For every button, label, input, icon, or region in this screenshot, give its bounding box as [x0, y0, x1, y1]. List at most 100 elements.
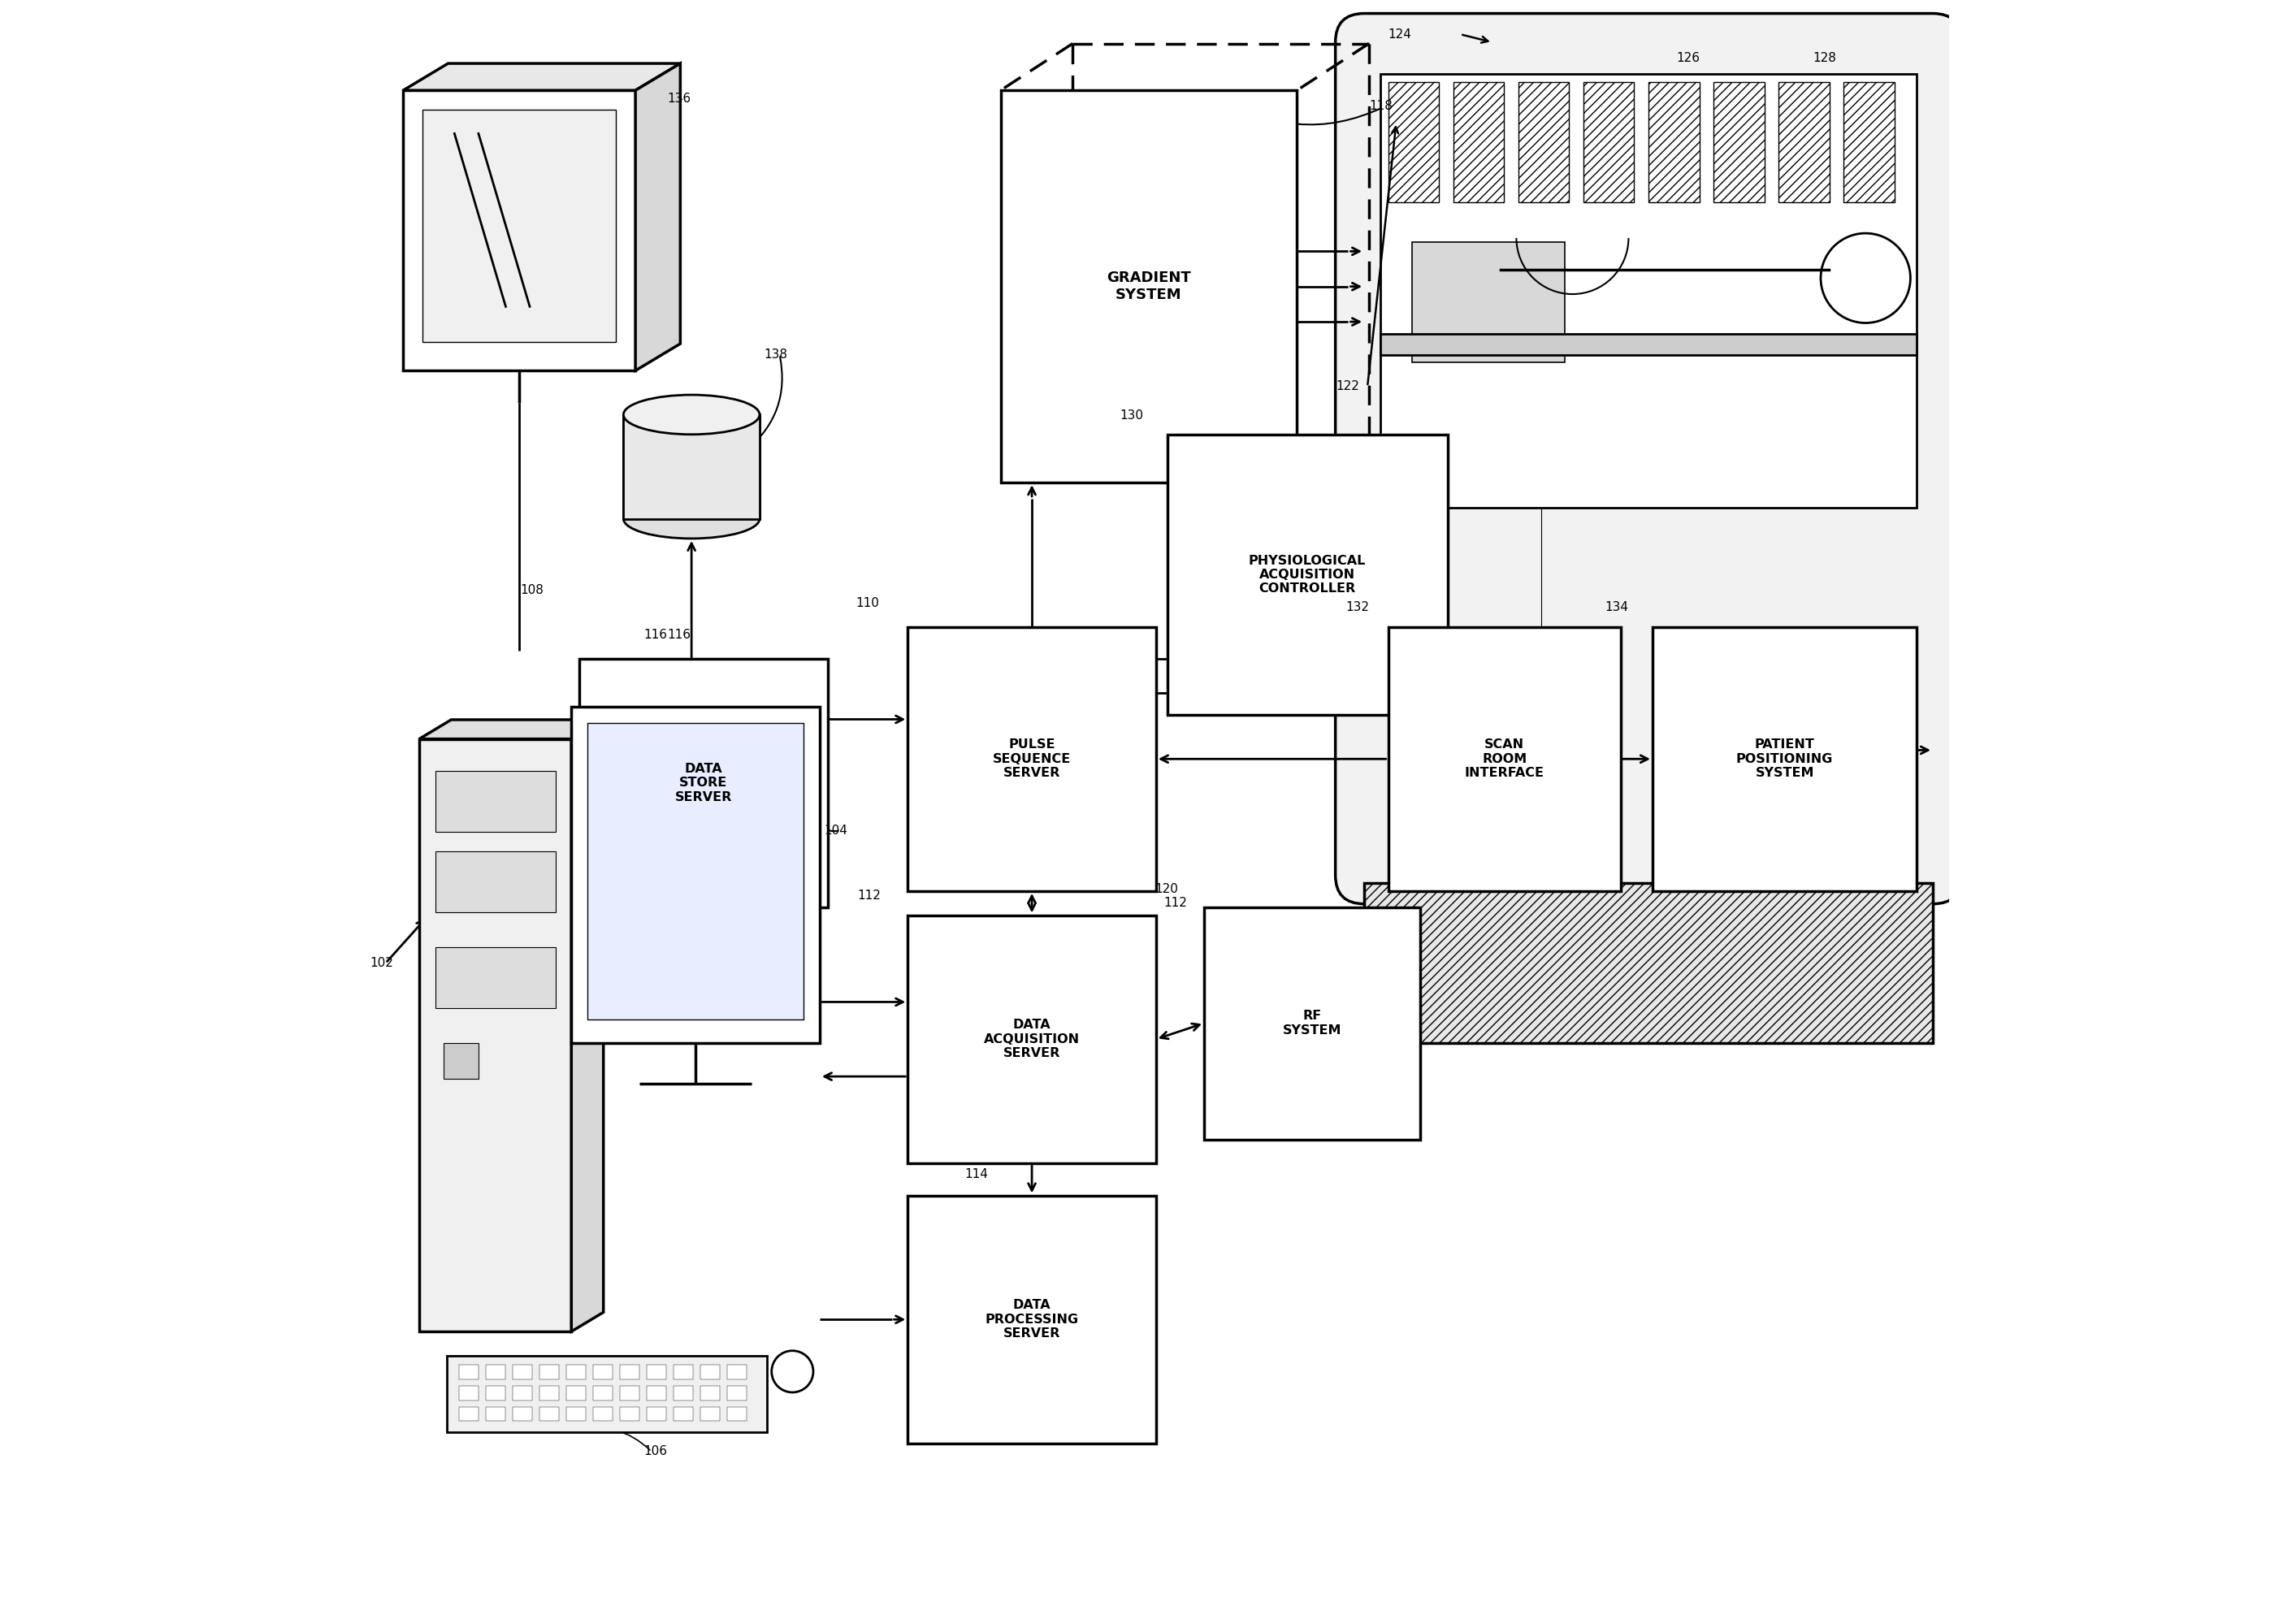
Polygon shape — [636, 63, 680, 371]
Text: 126: 126 — [1676, 53, 1699, 64]
Text: 102: 102 — [370, 957, 393, 970]
FancyBboxPatch shape — [1380, 74, 1917, 507]
Text: 132: 132 — [1345, 602, 1368, 613]
FancyBboxPatch shape — [1001, 90, 1297, 483]
Text: 116: 116 — [643, 630, 668, 641]
FancyBboxPatch shape — [1584, 82, 1635, 202]
FancyBboxPatch shape — [1713, 82, 1763, 202]
FancyBboxPatch shape — [728, 1365, 746, 1380]
Ellipse shape — [625, 499, 760, 538]
FancyBboxPatch shape — [1336, 13, 1961, 904]
FancyBboxPatch shape — [459, 1386, 478, 1400]
Text: GRADIENT
SYSTEM: GRADIENT SYSTEM — [1107, 271, 1192, 302]
FancyBboxPatch shape — [540, 1407, 558, 1421]
Text: 110: 110 — [856, 597, 879, 609]
FancyBboxPatch shape — [1166, 435, 1446, 715]
FancyBboxPatch shape — [459, 1407, 478, 1421]
FancyBboxPatch shape — [907, 626, 1155, 891]
FancyBboxPatch shape — [1364, 883, 1933, 1044]
FancyBboxPatch shape — [1389, 82, 1440, 202]
FancyBboxPatch shape — [592, 1407, 613, 1421]
Text: 130: 130 — [1120, 410, 1143, 421]
FancyBboxPatch shape — [404, 90, 636, 371]
Text: PATIENT
POSITIONING
SYSTEM: PATIENT POSITIONING SYSTEM — [1736, 739, 1832, 779]
FancyBboxPatch shape — [443, 1044, 478, 1079]
FancyBboxPatch shape — [487, 1386, 505, 1400]
FancyBboxPatch shape — [673, 1407, 693, 1421]
FancyBboxPatch shape — [512, 1365, 533, 1380]
FancyBboxPatch shape — [620, 1407, 638, 1421]
FancyBboxPatch shape — [459, 1365, 478, 1380]
FancyBboxPatch shape — [487, 1365, 505, 1380]
FancyBboxPatch shape — [567, 1407, 585, 1421]
FancyBboxPatch shape — [1203, 907, 1421, 1139]
FancyBboxPatch shape — [1653, 626, 1917, 891]
FancyBboxPatch shape — [579, 658, 827, 907]
Ellipse shape — [625, 395, 760, 434]
FancyBboxPatch shape — [647, 1386, 666, 1400]
FancyBboxPatch shape — [436, 771, 556, 832]
FancyBboxPatch shape — [673, 1365, 693, 1380]
FancyBboxPatch shape — [572, 707, 820, 1044]
Polygon shape — [420, 719, 604, 739]
FancyBboxPatch shape — [907, 1195, 1155, 1444]
Text: 118: 118 — [1368, 100, 1391, 112]
Text: 120: 120 — [1155, 883, 1178, 896]
Text: 134: 134 — [1605, 602, 1628, 613]
Text: SCAN
ROOM
INTERFACE: SCAN ROOM INTERFACE — [1465, 739, 1545, 779]
FancyBboxPatch shape — [728, 1386, 746, 1400]
Text: 138: 138 — [765, 349, 788, 361]
Text: 124: 124 — [1389, 29, 1412, 40]
Text: 104: 104 — [824, 824, 847, 837]
Text: DATA
ACQUISITION
SERVER: DATA ACQUISITION SERVER — [985, 1018, 1079, 1060]
FancyBboxPatch shape — [625, 414, 760, 519]
FancyBboxPatch shape — [487, 1407, 505, 1421]
Text: DATA
PROCESSING
SERVER: DATA PROCESSING SERVER — [985, 1299, 1079, 1339]
FancyBboxPatch shape — [540, 1365, 558, 1380]
FancyBboxPatch shape — [512, 1386, 533, 1400]
Text: 114: 114 — [964, 1169, 987, 1180]
FancyBboxPatch shape — [700, 1365, 719, 1380]
FancyBboxPatch shape — [700, 1407, 719, 1421]
FancyBboxPatch shape — [445, 1355, 767, 1433]
FancyBboxPatch shape — [588, 723, 804, 1020]
FancyBboxPatch shape — [620, 1365, 638, 1380]
FancyBboxPatch shape — [1453, 82, 1504, 202]
Text: 128: 128 — [1814, 53, 1837, 64]
FancyBboxPatch shape — [620, 1386, 638, 1400]
FancyBboxPatch shape — [907, 915, 1155, 1163]
Polygon shape — [404, 63, 680, 90]
FancyBboxPatch shape — [512, 1407, 533, 1421]
FancyBboxPatch shape — [540, 1386, 558, 1400]
Text: 106: 106 — [643, 1445, 668, 1458]
Text: DATA
STORE
SERVER: DATA STORE SERVER — [675, 763, 732, 803]
FancyBboxPatch shape — [1380, 334, 1917, 355]
FancyBboxPatch shape — [647, 1407, 666, 1421]
FancyBboxPatch shape — [1518, 82, 1568, 202]
FancyBboxPatch shape — [592, 1365, 613, 1380]
Text: 116: 116 — [668, 630, 691, 641]
FancyBboxPatch shape — [1844, 82, 1894, 202]
FancyBboxPatch shape — [1412, 243, 1564, 363]
FancyBboxPatch shape — [647, 1365, 666, 1380]
Text: 136: 136 — [668, 92, 691, 104]
Polygon shape — [572, 719, 604, 1331]
FancyBboxPatch shape — [700, 1386, 719, 1400]
Text: PULSE
SEQUENCE
SERVER: PULSE SEQUENCE SERVER — [992, 739, 1070, 779]
FancyBboxPatch shape — [1389, 626, 1621, 891]
FancyBboxPatch shape — [1779, 82, 1830, 202]
Text: 108: 108 — [521, 585, 544, 596]
FancyBboxPatch shape — [436, 948, 556, 1009]
FancyBboxPatch shape — [567, 1365, 585, 1380]
Text: 112: 112 — [856, 890, 879, 903]
Text: PHYSIOLOGICAL
ACQUISITION
CONTROLLER: PHYSIOLOGICAL ACQUISITION CONTROLLER — [1249, 554, 1366, 594]
FancyBboxPatch shape — [422, 109, 615, 342]
FancyBboxPatch shape — [420, 739, 572, 1331]
FancyBboxPatch shape — [592, 1386, 613, 1400]
FancyBboxPatch shape — [436, 851, 556, 912]
FancyBboxPatch shape — [728, 1407, 746, 1421]
Text: 112: 112 — [1164, 898, 1187, 909]
FancyBboxPatch shape — [1649, 82, 1699, 202]
FancyBboxPatch shape — [673, 1386, 693, 1400]
FancyBboxPatch shape — [567, 1386, 585, 1400]
